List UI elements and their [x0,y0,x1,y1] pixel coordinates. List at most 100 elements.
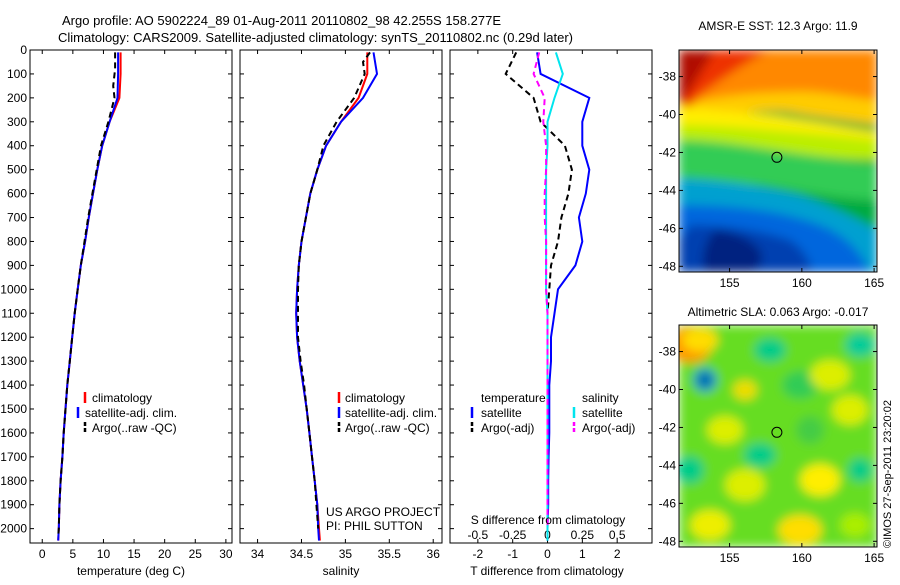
legend-label-t-argo: Argo(-adj) [481,421,534,435]
y-tick-label: 1800 [0,474,27,488]
temperature-x-label: temperature (deg C) [77,564,185,578]
legend-label-s-satellite: satellite [582,406,623,420]
x-tick-label: 2 [614,547,621,561]
y-tick-label: 1400 [0,378,27,392]
x-tick-label: 0 [544,547,551,561]
salinity-x-label: salinity [323,564,360,578]
difference-series [504,51,591,541]
map-y-tick-label: -42 [659,420,677,434]
temperature-plot-frame [29,49,233,544]
sst-map-image [679,50,877,272]
map-x-tick-label: 160 [792,551,812,565]
imos-credit: ©IMOS 27-Sep-2011 23:20:02 [882,400,894,548]
x-tick-label: 0 [39,547,46,561]
sla-map-axes: 155 160 165 -38 -40 -42 -44 -46 -48 [659,325,884,565]
sst-argo-position-marker [771,151,783,163]
difference-axes: -2 -1 0 1 2-0.5 -0.25 0 0.25 0.5 [450,49,652,561]
pi-annotation: PI: PHIL SUTTON [326,519,423,533]
x-tick-label: -2 [473,547,484,561]
legend-label-t-satellite: satellite [481,406,522,420]
s-x-tick-label: 0.25 [571,528,595,542]
map-y-tick-label: -40 [659,383,677,397]
series-line-argo-adj [532,52,549,529]
y-tick-label: 700 [7,211,27,225]
sst-map-title: AMSR-E SST: 12.3 Argo: 11.9 [698,19,858,33]
y-tick-label: 1200 [0,330,27,344]
map-x-tick-label: 155 [720,276,740,290]
y-tick-label: 1900 [0,498,27,512]
legend-header-salinity: salinity [582,391,619,405]
map-y-tick-label: -38 [659,345,677,359]
sla-map-frame [678,324,878,548]
sst-map-axes: 155 160 165 -38 -40 -42 -44 -46 -48 [659,50,884,290]
map-y-tick-label: -48 [659,259,677,273]
y-tick-label: 1700 [0,450,27,464]
figure-title-line1: Argo profile: AO 5902224_89 01-Aug-2011 … [62,13,501,28]
y-tick-label: 500 [7,163,27,177]
x-tick-label: 10 [97,547,111,561]
x-tick-label: 30 [219,547,233,561]
difference-legend: temperature salinity satellite Argo(-adj… [470,391,635,435]
x-tick-label: 15 [127,547,141,561]
series-line-argo-raw-qc [297,51,371,529]
map-y-tick-label: -46 [659,221,677,235]
y-tick-label: 800 [7,234,27,248]
y-tick-label: 100 [7,67,27,81]
map-y-tick-label: -40 [659,108,677,122]
y-tick-label: 600 [7,187,27,201]
y-tick-label: 1500 [0,402,27,416]
x-tick-label: 35 [339,547,353,561]
s-x-tick-label: 0.5 [609,528,626,542]
map-x-tick-label: 165 [864,276,884,290]
map-y-tick-label: -48 [659,534,677,548]
x-tick-label: 20 [158,547,172,561]
y-tick-label: 200 [7,91,27,105]
legend-label-satellite: satellite-adj. clim. [345,406,437,420]
temperature-axes: 0100200300400500600700800900100011001200… [0,43,233,561]
sla-argo-position-marker [771,426,783,438]
t-difference-x-label: T difference from climatology [470,564,624,578]
legend-label-satellite: satellite-adj. clim. [85,406,177,420]
sla-map-title: Altimetric SLA: 0.063 Argo: -0.017 [688,305,869,319]
s-difference-x-label: S difference from climatology [471,513,626,527]
y-tick-label: 900 [7,258,27,272]
x-tick-label: 5 [70,547,77,561]
legend-label-climatology: climatology [92,391,152,405]
map-x-tick-label: 165 [864,551,884,565]
map-y-tick-label: -38 [659,70,677,84]
sla-map-image [679,325,877,547]
y-tick-label: 2000 [0,522,27,536]
salinity-axes: 34 34.5 35 35.5 36 [240,49,442,561]
legend-label-climatology: climatology [345,391,405,405]
temperature-legend: climatology satellite-adj. clim. Argo(..… [76,391,177,435]
x-tick-label: 25 [189,547,203,561]
y-tick-label: 1100 [1,306,27,320]
map-y-tick-label: -44 [659,183,677,197]
map-y-tick-label: -46 [659,496,677,510]
salinity-series [295,51,379,541]
y-tick-label: 0 [20,43,27,57]
legend-header-temperature: temperature [481,391,546,405]
map-y-tick-label: -44 [659,458,677,472]
x-tick-label: 34 [251,547,265,561]
temperature-series [57,52,122,541]
legend-label-s-argo: Argo(-adj) [582,421,635,435]
x-tick-label: 1 [579,547,586,561]
series-line-argo-raw-qc [57,52,117,536]
map-y-tick-label: -42 [659,145,677,159]
s-x-tick-label: -0.5 [468,528,489,542]
y-tick-label: 1000 [0,282,27,296]
y-tick-label: 1600 [0,426,27,440]
map-x-tick-label: 160 [792,276,812,290]
x-tick-label: 34.5 [290,547,314,561]
y-tick-label: 300 [7,115,27,129]
salinity-plot-frame [239,49,443,544]
salinity-legend: climatology satellite-adj. clim. Argo(..… [337,391,437,435]
x-tick-label: 35.5 [378,547,402,561]
y-tick-label: 1300 [0,354,27,368]
legend-label-argo: Argo(..raw -QC) [345,421,430,435]
difference-plot-frame [449,49,653,544]
figure-title-line2: Climatology: CARS2009. Satellite-adjuste… [58,30,573,45]
s-x-tick-label: -0.25 [499,528,527,542]
